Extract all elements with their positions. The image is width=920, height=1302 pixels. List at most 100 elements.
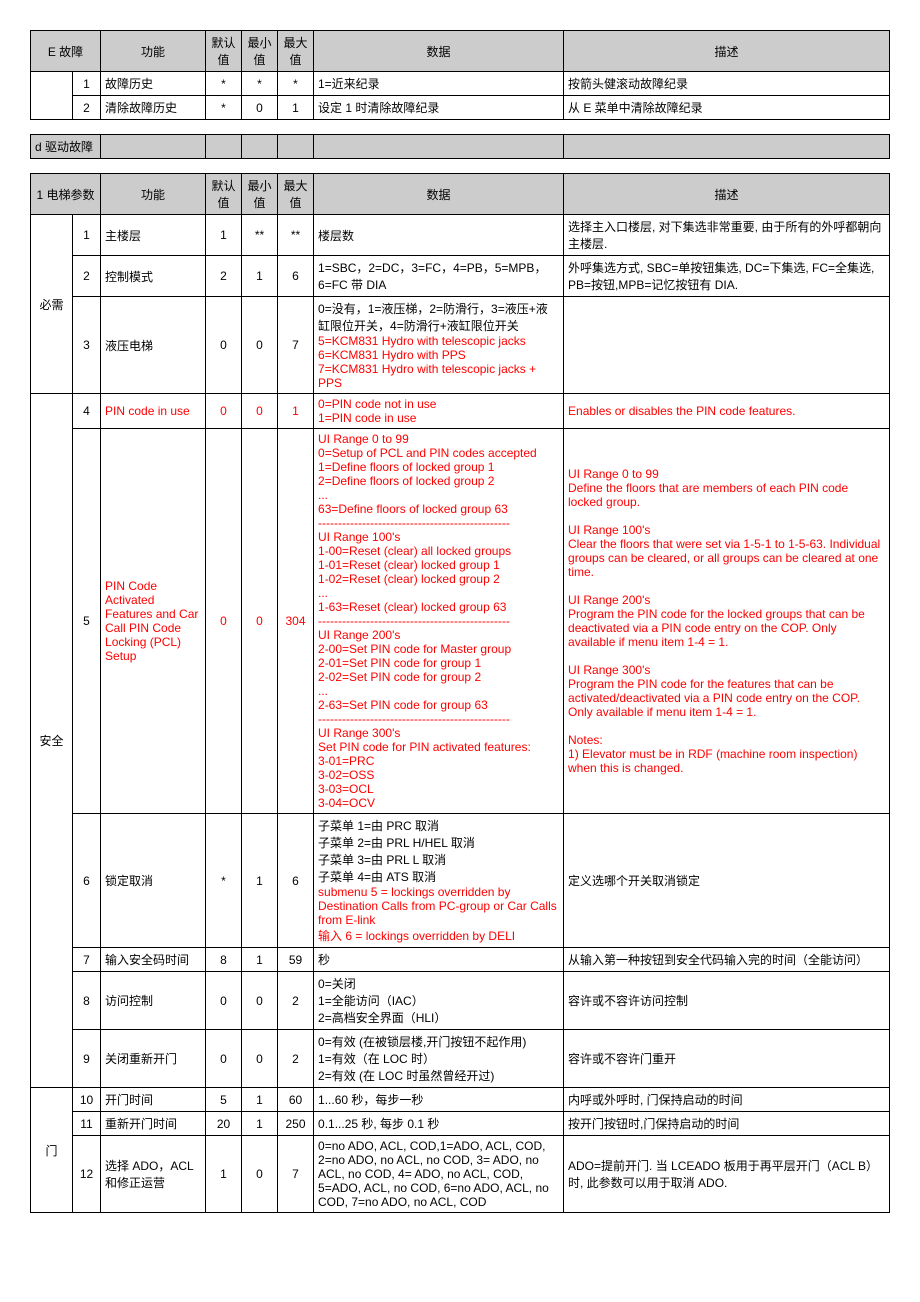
cell-max: 1	[278, 96, 314, 120]
cell-data: 秒	[314, 948, 564, 972]
table-row: 必需1主楼层1****楼层数选择主入口楼层, 对下集选非常重要, 由于所有的外呼…	[31, 215, 890, 256]
cell-fn: 锁定取消	[101, 814, 206, 948]
table-row: 6锁定取消*16子菜单 1=由 PRC 取消子菜单 2=由 PRL H/HEL …	[31, 814, 890, 948]
cell-data: 1...60 秒，每步一秒	[314, 1088, 564, 1112]
cell-data: 0=没有，1=液压梯，2=防滑行，3=液压+液缸限位开关，4=防滑行+液缸限位开…	[314, 297, 564, 394]
cell-def: 20	[206, 1112, 242, 1136]
d-empty-2	[206, 135, 242, 159]
cell-idx: 2	[73, 96, 101, 120]
hdr-1-def: 默认值	[206, 174, 242, 215]
cell-fn: 清除故障历史	[101, 96, 206, 120]
table-row: 7输入安全码时间8159秒从输入第一种按钮到安全代码输入完的时间（全能访问）	[31, 948, 890, 972]
table-1: 1 电梯参数 功能 默认值 最小值 最大值 数据 描述 必需1主楼层1****楼…	[30, 173, 890, 1213]
cell-desc: 外呼集选方式, SBC=单按钮集选, DC=下集选, FC=全集选, PB=按钮…	[564, 256, 890, 297]
cell-def: 0	[206, 429, 242, 814]
cell-min: 1	[242, 1112, 278, 1136]
table-e: E 故障 功能 默认值 最小值 最大值 数据 描述 1故障历史***1=近来纪录…	[30, 30, 890, 120]
cell-fn: 控制模式	[101, 256, 206, 297]
cell-data: 1=近来纪录	[314, 72, 564, 96]
cell-idx: 2	[73, 256, 101, 297]
cell-min: 1	[242, 814, 278, 948]
cell-fn: 重新开门时间	[101, 1112, 206, 1136]
hdr-1-min: 最小值	[242, 174, 278, 215]
hdr-e-min: 最小值	[242, 31, 278, 72]
cell-desc: 容许或不容许访问控制	[564, 972, 890, 1030]
cell-desc: 定义选哪个开关取消锁定	[564, 814, 890, 948]
cell-def: 0	[206, 1030, 242, 1088]
d-empty-5	[314, 135, 564, 159]
hdr-e-desc: 描述	[564, 31, 890, 72]
table-1-head: 1 电梯参数 功能 默认值 最小值 最大值 数据 描述	[31, 174, 890, 215]
cell-fn: 故障历史	[101, 72, 206, 96]
cell-idx: 7	[73, 948, 101, 972]
cell-data: 0=关闭1=全能访问（IAC）2=高档安全界面（HLI）	[314, 972, 564, 1030]
hdr-e-group: E 故障	[31, 31, 101, 72]
cell-fn: PIN Code Activated Features and Car Call…	[101, 429, 206, 814]
table-row: 8访问控制0020=关闭1=全能访问（IAC）2=高档安全界面（HLI）容许或不…	[31, 972, 890, 1030]
cell-desc: 按箭头健滚动故障纪录	[564, 72, 890, 96]
cell-def: *	[206, 96, 242, 120]
cell-max: 7	[278, 297, 314, 394]
hdr-1-data: 数据	[314, 174, 564, 215]
hdr-1-max: 最大值	[278, 174, 314, 215]
cell-min: 0	[242, 394, 278, 429]
cell-min: 1	[242, 1088, 278, 1112]
cell-data: 设定 1 时清除故障纪录	[314, 96, 564, 120]
hdr-1-group: 1 电梯参数	[31, 174, 101, 215]
cell-max: 2	[278, 1030, 314, 1088]
cell-data: 楼层数	[314, 215, 564, 256]
d-empty-3	[242, 135, 278, 159]
cell-max: **	[278, 215, 314, 256]
cell-def: 0	[206, 297, 242, 394]
cell-desc: 从 E 菜单中清除故障纪录	[564, 96, 890, 120]
cell-desc: Enables or disables the PIN code feature…	[564, 394, 890, 429]
hdr-e-data: 数据	[314, 31, 564, 72]
cell-def: 1	[206, 1136, 242, 1213]
cell-idx: 8	[73, 972, 101, 1030]
table-d: d 驱动故障	[30, 134, 890, 159]
cell-min: **	[242, 215, 278, 256]
cell-min: 1	[242, 256, 278, 297]
cell-min: 0	[242, 297, 278, 394]
cell-fn: 关闭重新开门	[101, 1030, 206, 1088]
cell-min: 0	[242, 1136, 278, 1213]
cell-min: 0	[242, 429, 278, 814]
table-row: 9关闭重新开门0020=有效 (在被锁层楼,开门按钮不起作用)1=有效（在 LO…	[31, 1030, 890, 1088]
cell-max: *	[278, 72, 314, 96]
table-row: 2清除故障历史*01设定 1 时清除故障纪录从 E 菜单中清除故障纪录	[31, 96, 890, 120]
group-cell: 门	[31, 1088, 73, 1213]
cell-data: UI Range 0 to 990=Setup of PCL and PIN c…	[314, 429, 564, 814]
cell-min: 0	[242, 972, 278, 1030]
hdr-e-fn: 功能	[101, 31, 206, 72]
table-row: 3液压电梯0070=没有，1=液压梯，2=防滑行，3=液压+液缸限位开关，4=防…	[31, 297, 890, 394]
cell-idx: 1	[73, 215, 101, 256]
cell-idx: 11	[73, 1112, 101, 1136]
cell-desc: 选择主入口楼层, 对下集选非常重要, 由于所有的外呼都朝向主楼层.	[564, 215, 890, 256]
hdr-1-desc: 描述	[564, 174, 890, 215]
cell-max: 1	[278, 394, 314, 429]
cell-idx: 6	[73, 814, 101, 948]
table-row: 1故障历史***1=近来纪录按箭头健滚动故障纪录	[31, 72, 890, 96]
cell-def: 0	[206, 972, 242, 1030]
d-empty-4	[278, 135, 314, 159]
hdr-d-group: d 驱动故障	[31, 135, 101, 159]
cell-data: 0=有效 (在被锁层楼,开门按钮不起作用)1=有效（在 LOC 时）2=有效 (…	[314, 1030, 564, 1088]
group-cell: 必需	[31, 215, 73, 394]
d-empty-6	[564, 135, 890, 159]
cell-idx: 12	[73, 1136, 101, 1213]
cell-fn: 开门时间	[101, 1088, 206, 1112]
cell-idx: 9	[73, 1030, 101, 1088]
cell-fn: 访问控制	[101, 972, 206, 1030]
cell-desc: UI Range 0 to 99Define the floors that a…	[564, 429, 890, 814]
cell-idx: 1	[73, 72, 101, 96]
table-row: 门10开门时间51601...60 秒，每步一秒内呼或外呼时, 门保持启动的时间	[31, 1088, 890, 1112]
d-empty-1	[101, 135, 206, 159]
cell-def: *	[206, 814, 242, 948]
cell-def: 8	[206, 948, 242, 972]
group-cell	[31, 72, 73, 120]
cell-fn: 主楼层	[101, 215, 206, 256]
cell-fn: 液压电梯	[101, 297, 206, 394]
cell-idx: 5	[73, 429, 101, 814]
cell-desc: 容许或不容许门重开	[564, 1030, 890, 1088]
cell-max: 6	[278, 814, 314, 948]
